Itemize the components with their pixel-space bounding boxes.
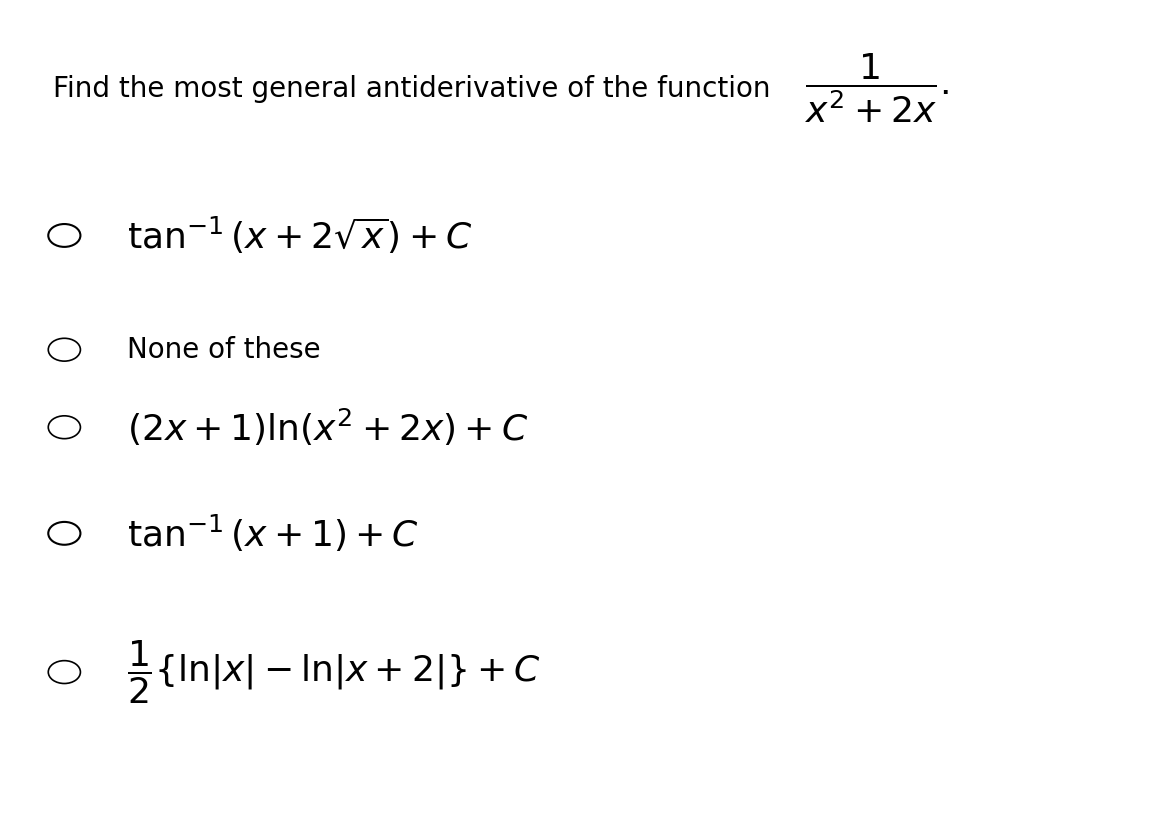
Text: $\dfrac{1}{2}\{\ln|x| - \ln|x + 2|\} + C$: $\dfrac{1}{2}\{\ln|x| - \ln|x + 2|\} + C… [128, 638, 541, 706]
Text: $(2x + 1)\ln(x^2 + 2x) + C$: $(2x + 1)\ln(x^2 + 2x) + C$ [128, 407, 529, 448]
Text: $\tan^{-1}(x + 2\sqrt{x}) + C$: $\tan^{-1}(x + 2\sqrt{x}) + C$ [128, 215, 473, 256]
Text: $\dfrac{1}{x^2 + 2x}.$: $\dfrac{1}{x^2 + 2x}.$ [805, 51, 948, 125]
Text: Find the most general antiderivative of the function: Find the most general antiderivative of … [52, 75, 770, 103]
Text: $\tan^{-1}(x + 1) + C$: $\tan^{-1}(x + 1) + C$ [128, 513, 419, 554]
Text: None of these: None of these [128, 335, 321, 364]
